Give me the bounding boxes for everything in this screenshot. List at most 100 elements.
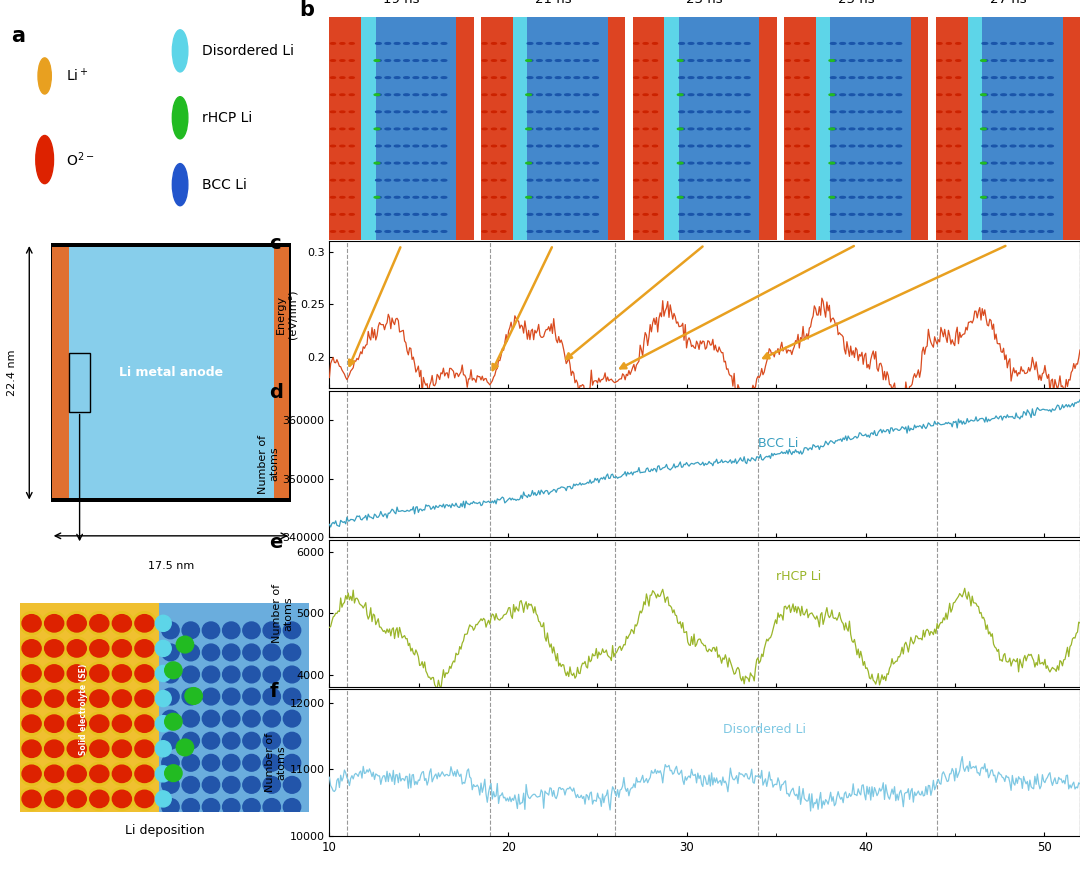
Circle shape	[565, 43, 570, 44]
Ellipse shape	[185, 687, 202, 705]
Ellipse shape	[202, 733, 219, 749]
Circle shape	[1048, 162, 1053, 164]
Ellipse shape	[22, 690, 41, 707]
Circle shape	[1029, 94, 1035, 96]
Circle shape	[946, 162, 951, 164]
Circle shape	[1020, 43, 1025, 44]
Circle shape	[735, 179, 741, 181]
Ellipse shape	[22, 715, 41, 733]
Circle shape	[716, 43, 721, 44]
Circle shape	[716, 94, 721, 96]
Ellipse shape	[87, 737, 111, 760]
Circle shape	[652, 179, 658, 181]
Ellipse shape	[132, 762, 157, 786]
Text: O$^{2-}$: O$^{2-}$	[66, 151, 94, 169]
Circle shape	[991, 94, 997, 96]
Circle shape	[698, 60, 703, 61]
Circle shape	[840, 145, 846, 147]
Circle shape	[707, 77, 713, 78]
Circle shape	[744, 128, 750, 130]
Circle shape	[877, 197, 883, 198]
Circle shape	[877, 111, 883, 112]
Ellipse shape	[264, 710, 281, 727]
Circle shape	[991, 77, 997, 78]
Circle shape	[1038, 43, 1044, 44]
Circle shape	[501, 213, 505, 215]
Circle shape	[831, 60, 836, 61]
Circle shape	[376, 94, 381, 96]
Circle shape	[422, 43, 428, 44]
Ellipse shape	[202, 777, 219, 793]
Circle shape	[877, 145, 883, 147]
Ellipse shape	[264, 622, 281, 638]
Ellipse shape	[135, 740, 154, 758]
Circle shape	[716, 179, 721, 181]
Circle shape	[1029, 145, 1035, 147]
Ellipse shape	[22, 790, 41, 807]
Text: 17.5 nm: 17.5 nm	[148, 561, 194, 571]
Circle shape	[527, 179, 532, 181]
Circle shape	[482, 179, 487, 181]
Circle shape	[726, 77, 731, 78]
Circle shape	[1020, 231, 1025, 233]
Circle shape	[849, 60, 855, 61]
Circle shape	[1010, 43, 1016, 44]
Circle shape	[384, 60, 391, 61]
Circle shape	[652, 94, 658, 96]
Circle shape	[643, 94, 648, 96]
Circle shape	[537, 111, 542, 112]
Circle shape	[583, 43, 589, 44]
Ellipse shape	[110, 662, 134, 685]
Ellipse shape	[162, 644, 179, 661]
Circle shape	[785, 231, 791, 233]
Circle shape	[394, 197, 400, 198]
Text: d: d	[269, 383, 283, 402]
Circle shape	[956, 162, 961, 164]
Circle shape	[432, 94, 437, 96]
Bar	[376, 17, 456, 240]
Circle shape	[707, 60, 713, 61]
Circle shape	[413, 197, 419, 198]
Circle shape	[501, 197, 505, 198]
Circle shape	[565, 128, 570, 130]
Circle shape	[404, 145, 409, 147]
Circle shape	[726, 94, 731, 96]
Circle shape	[726, 162, 731, 164]
Circle shape	[805, 179, 809, 181]
Circle shape	[583, 197, 589, 198]
Circle shape	[394, 179, 400, 181]
Circle shape	[707, 162, 713, 164]
Circle shape	[384, 213, 391, 215]
Y-axis label: Number of
atoms: Number of atoms	[272, 584, 294, 643]
Circle shape	[868, 60, 874, 61]
Circle shape	[1038, 111, 1044, 112]
Circle shape	[707, 94, 713, 96]
Circle shape	[413, 128, 419, 130]
Circle shape	[340, 77, 345, 78]
Ellipse shape	[183, 644, 200, 661]
Circle shape	[981, 128, 986, 130]
Circle shape	[1048, 128, 1053, 130]
Circle shape	[413, 94, 419, 96]
Ellipse shape	[183, 777, 200, 793]
Circle shape	[877, 43, 883, 44]
Circle shape	[527, 145, 532, 147]
Circle shape	[1029, 197, 1035, 198]
Ellipse shape	[243, 688, 260, 705]
Ellipse shape	[283, 622, 300, 638]
Circle shape	[555, 128, 561, 130]
Ellipse shape	[42, 611, 66, 635]
Ellipse shape	[156, 665, 172, 681]
Circle shape	[537, 128, 542, 130]
Circle shape	[677, 94, 683, 96]
Ellipse shape	[222, 666, 240, 683]
Circle shape	[937, 179, 942, 181]
Circle shape	[643, 179, 648, 181]
Circle shape	[849, 231, 855, 233]
Circle shape	[859, 111, 864, 112]
Bar	[456, 17, 473, 240]
Bar	[527, 17, 608, 240]
Bar	[52, 247, 69, 498]
Bar	[608, 17, 625, 240]
Circle shape	[583, 60, 589, 61]
